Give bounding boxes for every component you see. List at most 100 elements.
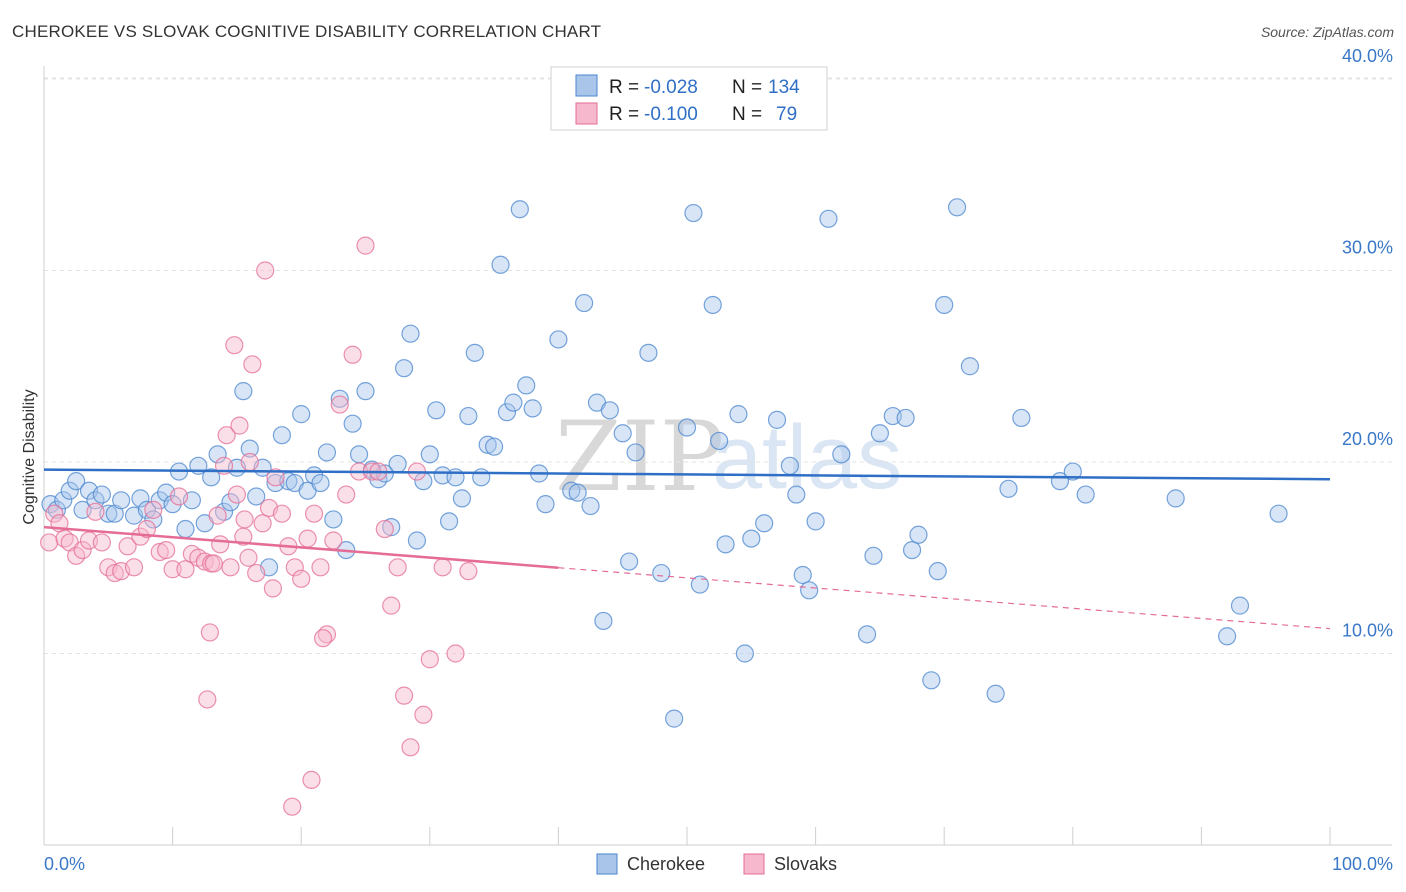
data-point-slovaks bbox=[235, 510, 254, 529]
data-point-cherokee bbox=[208, 445, 227, 464]
data-point-cherokee bbox=[427, 401, 446, 420]
data-point-slovaks bbox=[337, 485, 356, 504]
data-point-slovaks bbox=[73, 540, 92, 560]
data-point-cherokee bbox=[613, 424, 632, 443]
data-point-cherokee bbox=[716, 535, 735, 554]
data-point-cherokee bbox=[896, 408, 915, 428]
data-point-cherokee bbox=[446, 468, 465, 487]
data-point-slovaks bbox=[230, 416, 249, 435]
data-point-cherokee bbox=[202, 468, 221, 487]
data-point-cherokee bbox=[465, 343, 484, 362]
trend-line-cherokee bbox=[43, 468, 1331, 481]
data-point-cherokee bbox=[452, 489, 472, 508]
data-point-slovaks bbox=[311, 558, 330, 577]
data-point-slovaks bbox=[211, 535, 230, 554]
data-point-slovaks bbox=[86, 502, 105, 521]
data-point-cherokee bbox=[92, 485, 111, 504]
data-point-cherokee bbox=[677, 418, 697, 437]
data-point-slovaks bbox=[256, 261, 275, 280]
data-point-cherokee bbox=[909, 525, 928, 544]
data-point-cherokee bbox=[703, 295, 722, 315]
data-point-slovaks bbox=[356, 236, 375, 255]
data-point-cherokee bbox=[935, 295, 954, 315]
data-point-cherokee bbox=[806, 512, 825, 531]
tick-labels: 10.0% 20.0% 30.0% 40.0% 0.0% 100.0% bbox=[44, 46, 1393, 874]
data-point-cherokee bbox=[60, 481, 79, 500]
data-point-slovaks bbox=[272, 504, 292, 523]
data-point-slovaks bbox=[221, 558, 240, 577]
data-point-cherokee bbox=[349, 445, 369, 464]
data-point-cherokee bbox=[407, 531, 427, 550]
data-point-cherokee bbox=[324, 510, 343, 529]
data-point-cherokee bbox=[420, 445, 439, 464]
data-point-cherokee bbox=[176, 519, 195, 539]
data-point-slovaks bbox=[176, 560, 195, 579]
data-point-cherokee bbox=[870, 424, 890, 443]
data-point-cherokee bbox=[247, 487, 266, 506]
data-point-slovaks bbox=[298, 529, 317, 548]
slovaks-r-value: -0.100 bbox=[644, 104, 698, 125]
data-point-slovaks bbox=[169, 487, 189, 506]
data-point-slovaks bbox=[208, 506, 227, 525]
bottom-legend-cherokee-swatch bbox=[596, 853, 618, 875]
data-point-slovaks bbox=[204, 554, 223, 573]
data-point-slovaks bbox=[302, 770, 321, 789]
slovaks-legend-swatch bbox=[575, 102, 598, 125]
data-point-slovaks bbox=[446, 644, 465, 663]
data-point-cherokee bbox=[272, 426, 292, 445]
data-point-cherokee bbox=[626, 443, 645, 462]
data-point-slovaks bbox=[266, 468, 285, 487]
data-point-slovaks bbox=[240, 452, 259, 472]
cherokee-legend-swatch bbox=[575, 74, 598, 97]
bottom-legend-cherokee-label: Cherokee bbox=[627, 854, 705, 874]
cherokee-r-label: R = bbox=[609, 77, 639, 98]
data-point-slovaks bbox=[247, 563, 266, 583]
data-point-cherokee bbox=[394, 359, 414, 378]
data-point-cherokee bbox=[1076, 485, 1095, 504]
data-point-cherokee bbox=[401, 324, 420, 343]
cherokee-n-label: N = bbox=[732, 77, 762, 98]
bottom-legend: Cherokee Slovaks bbox=[596, 853, 837, 875]
trend-lines bbox=[43, 468, 1331, 630]
data-point-cherokee bbox=[857, 625, 877, 644]
data-point-cherokee bbox=[742, 529, 761, 548]
data-point-cherokee bbox=[568, 483, 587, 502]
data-point-cherokee bbox=[710, 431, 729, 451]
data-point-cherokee bbox=[485, 437, 504, 456]
data-point-slovaks bbox=[414, 705, 433, 724]
trend-line-slovaks-solid bbox=[43, 525, 559, 569]
data-point-cherokee bbox=[581, 496, 600, 516]
data-point-slovaks bbox=[388, 558, 407, 577]
data-point-slovaks bbox=[330, 395, 349, 414]
y-tick-label: 30.0% bbox=[1342, 238, 1393, 258]
data-point-cherokee bbox=[793, 565, 812, 585]
data-point-cherokee bbox=[594, 611, 613, 631]
data-point-slovaks bbox=[343, 345, 362, 364]
data-point-slovaks bbox=[217, 426, 236, 445]
data-point-cherokee bbox=[755, 514, 774, 533]
data-point-cherokee bbox=[902, 540, 922, 560]
data-point-cherokee bbox=[575, 293, 594, 313]
data-point-slovaks bbox=[263, 579, 283, 598]
data-point-cherokee bbox=[343, 414, 362, 433]
data-point-cherokee bbox=[652, 563, 671, 583]
data-point-slovaks bbox=[382, 596, 401, 615]
data-point-cherokee bbox=[1269, 504, 1288, 523]
data-point-cherokee bbox=[729, 405, 748, 424]
data-point-cherokee bbox=[459, 406, 478, 426]
data-point-cherokee bbox=[832, 445, 851, 464]
data-point-cherokee bbox=[472, 468, 491, 487]
series-slovaks bbox=[40, 236, 478, 816]
data-point-slovaks bbox=[313, 629, 333, 648]
data-point-cherokee bbox=[960, 357, 980, 376]
data-point-cherokee bbox=[1012, 408, 1031, 428]
data-point-slovaks bbox=[227, 485, 246, 504]
data-point-slovaks bbox=[150, 542, 169, 562]
data-point-slovaks bbox=[163, 560, 182, 579]
watermark-atlas: atlas bbox=[712, 408, 902, 508]
y-tick-label: 10.0% bbox=[1342, 621, 1393, 641]
data-point-cherokee bbox=[665, 709, 684, 728]
data-point-cherokee bbox=[562, 481, 581, 500]
chart-title: CHEROKEE VS SLOVAK COGNITIVE DISABILITY … bbox=[12, 22, 602, 41]
